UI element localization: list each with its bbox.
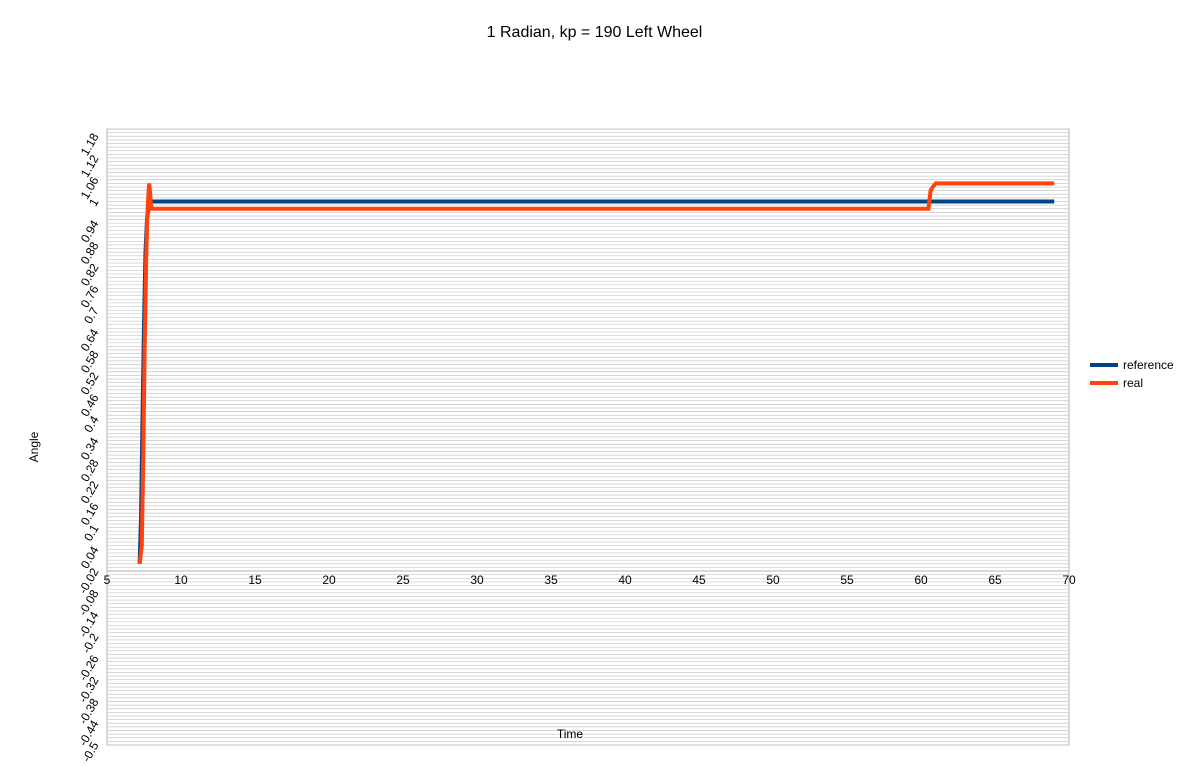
x-tick-labels: 5 10 15 20 25 30 35 40 45 50 55 60 65 70	[104, 573, 1076, 587]
legend-item-reference: reference	[1090, 356, 1174, 374]
y-axis-label: Angle	[27, 431, 41, 463]
x-tick-label: 70	[1062, 573, 1076, 587]
x-tick-label: 60	[914, 573, 928, 587]
legend-label-real: real	[1123, 376, 1144, 390]
y-tick-labels: -0.5-0.44-0.38-0.32-0.26-0.2-0.14-0.08-0…	[76, 130, 102, 764]
x-tick-label: 40	[618, 573, 632, 587]
x-tick-label: 5	[104, 573, 111, 587]
y-tick-label: 0.34	[78, 435, 102, 463]
x-tick-label: 55	[840, 573, 854, 587]
y-tick-label: 0.04	[78, 544, 102, 572]
legend: reference real	[1090, 356, 1174, 392]
series-lines	[137, 181, 1055, 565]
x-axis-label: Time	[556, 727, 584, 741]
legend-item-real: real	[1090, 374, 1174, 392]
x-tick-label: 45	[692, 573, 706, 587]
chart-title: 1 Radian, kp = 190 Left Wheel	[486, 24, 703, 41]
x-tick-label: 15	[248, 573, 262, 587]
y-tick-label: 0.64	[78, 326, 102, 354]
legend-swatch-reference	[1090, 363, 1118, 367]
x-tick-label: 35	[544, 573, 558, 587]
y-tick-label: -0.26	[76, 652, 102, 683]
x-tick-label: 20	[322, 573, 336, 587]
gridlines	[107, 128, 1069, 746]
y-tick-label: 0.94	[78, 217, 102, 245]
x-tick-label: 25	[396, 573, 410, 587]
x-tick-label: 50	[766, 573, 780, 587]
legend-label-reference: reference	[1123, 358, 1174, 372]
legend-swatch-real	[1090, 381, 1118, 385]
x-tick-label: 65	[988, 573, 1002, 587]
x-tick-label: 10	[174, 573, 188, 587]
x-tick-label: 30	[470, 573, 484, 587]
series-line-real	[137, 181, 1055, 565]
y-tick-label: 1.18	[78, 130, 102, 158]
